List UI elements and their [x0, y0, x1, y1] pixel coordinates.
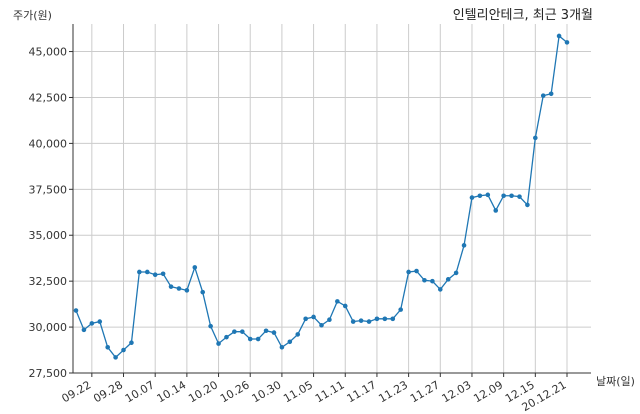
data-point: [279, 344, 285, 350]
x-tick-label: 11.27: [408, 378, 442, 405]
data-point: [485, 192, 491, 198]
x-tick-label: 09.22: [60, 378, 94, 405]
y-tick-label: 40,000: [29, 137, 68, 150]
data-point: [129, 340, 134, 345]
x-tick-label: 10.20: [186, 378, 220, 405]
data-point: [366, 319, 372, 324]
x-tick-label: 10.07: [123, 378, 157, 405]
data-point: [232, 329, 237, 334]
data-point: [437, 287, 443, 292]
data-point: [97, 319, 103, 324]
data-point: [247, 336, 253, 342]
x-tick-label: 10.30: [250, 378, 284, 405]
x-tick-label: 12.09: [471, 378, 505, 405]
y-axis-label: 주가(원): [13, 9, 52, 22]
data-point: [406, 269, 411, 275]
data-point: [533, 135, 538, 141]
data-point: [327, 317, 332, 323]
data-point: [374, 316, 380, 322]
y-tick-label: 45,000: [29, 46, 68, 59]
price-data-points: [73, 33, 570, 360]
data-point: [548, 91, 554, 97]
x-tick-label: 10.14: [155, 378, 189, 405]
y-axis-ticks: 27,500 30,000 32,500 35,000 37,500 40,000 42,5…: [29, 46, 73, 380]
data-point: [137, 269, 142, 275]
x-tick-label: 11.17: [345, 378, 379, 405]
x-tick-label: 12.03: [440, 378, 474, 405]
data-point: [311, 314, 316, 320]
data-point: [303, 316, 308, 322]
data-point: [224, 334, 229, 340]
y-tick-label: 42,500: [29, 91, 68, 104]
data-point: [517, 194, 522, 199]
data-point: [152, 272, 158, 278]
data-point: [430, 278, 435, 284]
data-point: [168, 284, 174, 289]
data-point: [287, 339, 293, 345]
data-point: [271, 330, 277, 335]
y-tick-label: 30,000: [29, 321, 68, 334]
data-point: [453, 270, 459, 276]
data-point: [184, 288, 190, 293]
data-point: [89, 321, 95, 326]
data-point: [414, 268, 419, 274]
data-point: [295, 332, 301, 337]
data-point: [469, 195, 475, 200]
data-point: [564, 40, 570, 45]
data-point: [350, 319, 356, 324]
y-tick-label: 32,500: [29, 275, 68, 288]
x-axis-ticks: 09.2209.2810.0710.1410.2010.2610.3011.05…: [60, 373, 569, 414]
x-tick-label: 11.23: [376, 378, 410, 405]
data-point: [540, 93, 546, 98]
data-point: [398, 307, 403, 312]
data-point: [493, 208, 499, 213]
data-point: [255, 336, 261, 342]
data-point: [445, 277, 451, 282]
data-point: [342, 303, 348, 309]
data-point: [200, 289, 206, 295]
data-point: [509, 193, 514, 199]
data-point: [73, 308, 79, 313]
data-point: [319, 322, 324, 328]
data-point: [525, 202, 530, 208]
data-point: [216, 341, 221, 346]
data-point: [208, 323, 213, 329]
x-axis-label: 날짜(일): [596, 374, 635, 388]
data-point: [382, 316, 388, 322]
plot-frame: [72, 24, 591, 374]
data-point: [176, 286, 182, 291]
data-point: [240, 329, 245, 334]
data-point: [556, 33, 562, 39]
x-tick-label: 09.28: [91, 378, 125, 405]
data-point: [113, 355, 118, 360]
data-point: [81, 327, 87, 333]
data-point: [477, 193, 483, 199]
x-tick-label: 11.05: [281, 378, 315, 405]
chart-title: 인텔리안테크, 최근 3개월: [453, 8, 593, 23]
data-point: [335, 299, 340, 304]
data-point: [501, 193, 506, 199]
price-series-line: [75, 34, 568, 359]
data-point: [144, 269, 150, 275]
data-point: [358, 318, 364, 323]
data-point: [263, 328, 269, 334]
x-tick-label: 10.26: [218, 378, 252, 405]
data-point: [461, 243, 467, 248]
data-point: [422, 277, 427, 283]
data-point: [105, 344, 110, 350]
data-point: [121, 347, 126, 353]
data-point: [160, 271, 166, 277]
y-tick-label: 27,500: [29, 367, 68, 380]
data-point: [390, 316, 396, 322]
x-tick-label: 11.11: [313, 378, 347, 405]
data-point: [192, 265, 198, 270]
y-tick-label: 37,500: [29, 183, 68, 196]
grid-lines: [73, 24, 591, 374]
y-tick-label: 35,000: [29, 229, 68, 242]
